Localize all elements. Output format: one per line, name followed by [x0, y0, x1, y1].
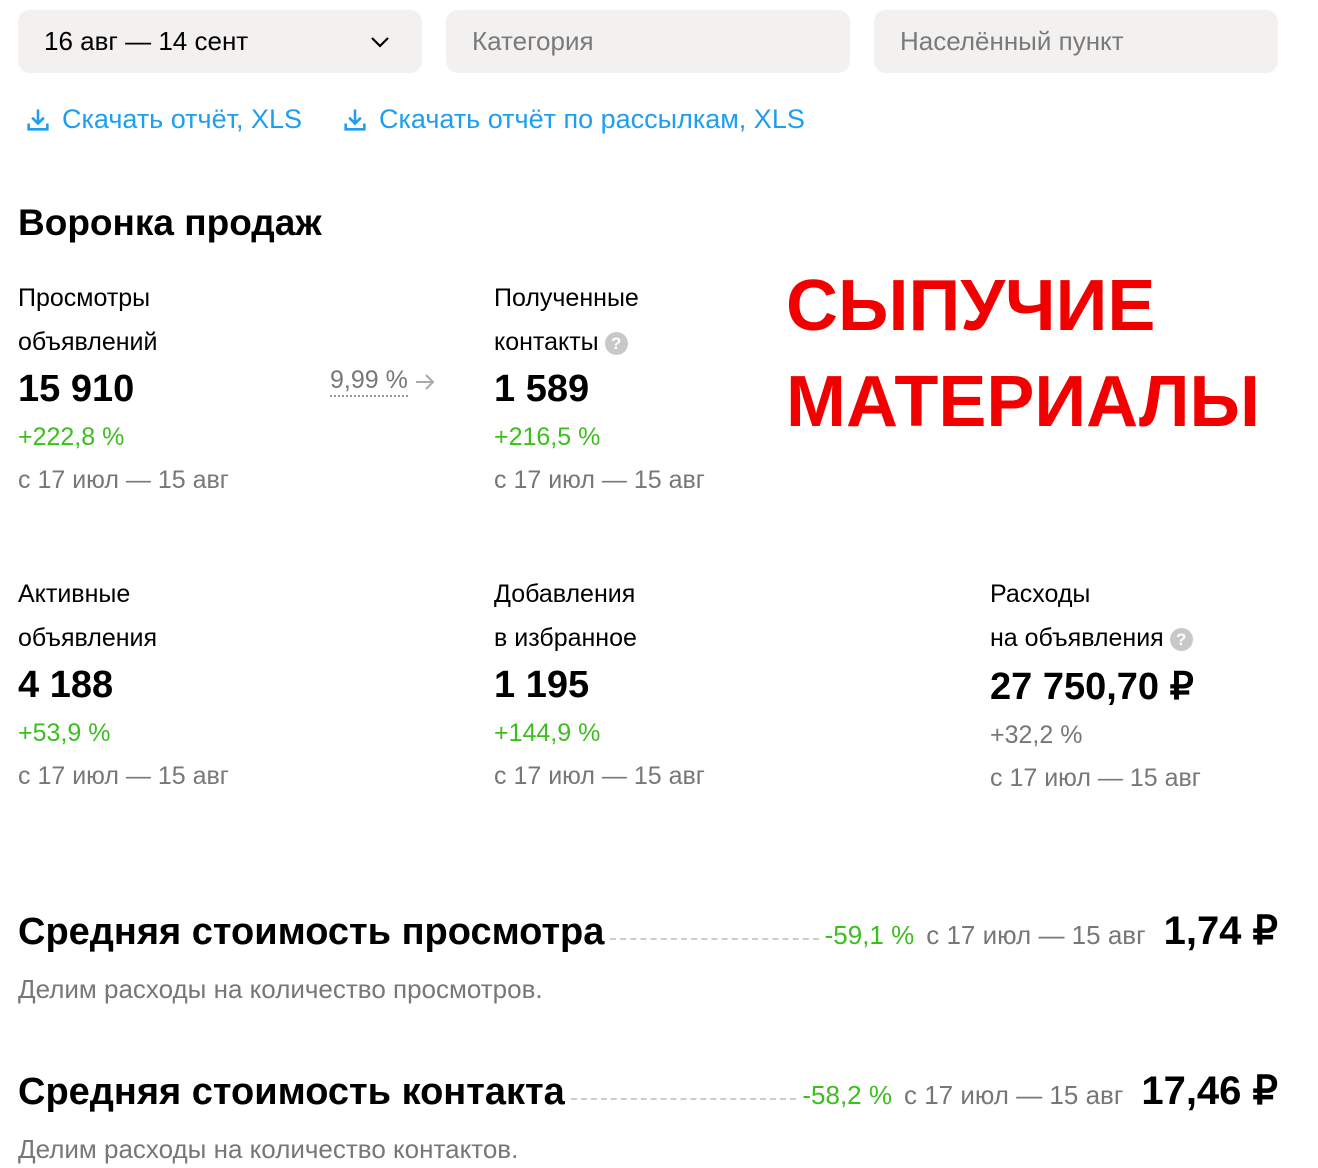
- metric-label: Полученные: [494, 284, 639, 312]
- cost-change: -59,1 %: [824, 920, 915, 950]
- city-select[interactable]: Населённый пункт: [874, 10, 1278, 73]
- metric-period: с 17 июл — 15 авг: [990, 764, 1201, 792]
- metric-expenses: Расходы на объявления? 27 750,70 ₽ +32,2…: [990, 572, 1310, 793]
- metric-label: объявлений: [18, 328, 158, 356]
- metric-label: в избранное: [494, 624, 637, 652]
- dotted-leader: [570, 1098, 797, 1100]
- conversion-rate[interactable]: 9,99 %: [330, 366, 436, 397]
- metric-value: 15 910: [18, 368, 135, 410]
- metric-change: +53,9 %: [18, 719, 111, 747]
- cost-value: 17,46 ₽: [1141, 1069, 1278, 1113]
- cost-description: Делим расходы на количество контактов.: [18, 1134, 519, 1164]
- metric-period: с 17 июл — 15 авг: [18, 762, 229, 790]
- metric-period: с 17 июл — 15 авг: [494, 762, 705, 790]
- period-value: 16 авг — 14 сент: [44, 26, 249, 56]
- download-icon: [344, 109, 366, 131]
- overlay-line: СЫПУЧИЕ: [786, 266, 1156, 346]
- metric-value: 4 188: [18, 664, 114, 706]
- metric-favorites: Добавления в избранное 1 195 +144,9 % с …: [494, 572, 914, 791]
- metric-change: +222,8 %: [18, 423, 125, 451]
- cost-title: Средняя стоимость контакта: [18, 1071, 565, 1113]
- metric-period: с 17 июл — 15 авг: [18, 466, 229, 494]
- download-mailing-report-link[interactable]: Скачать отчёт по рассылкам, XLS: [341, 104, 805, 135]
- metric-value: 1 195: [494, 664, 590, 706]
- download-report-link[interactable]: Скачать отчёт, XLS: [24, 104, 302, 135]
- cost-period: с 17 июл — 15 авг: [926, 920, 1146, 950]
- chevron-down-icon: [371, 37, 389, 48]
- metric-label: Просмотры: [18, 284, 151, 312]
- metric-label-row: на объявления?: [990, 616, 1310, 660]
- help-icon[interactable]: ?: [604, 331, 628, 355]
- cost-value: 1,74 ₽: [1163, 909, 1278, 953]
- download-report-label: Скачать отчёт, XLS: [62, 104, 303, 134]
- metric-period: с 17 июл — 15 авг: [494, 466, 705, 494]
- metric-label: объявления: [18, 624, 158, 652]
- metric-change: +32,2 %: [990, 721, 1083, 749]
- overlay-line: МАТЕРИАЛЫ: [786, 362, 1261, 442]
- conversion-value: 9,99 %: [330, 366, 408, 397]
- cost-description: Делим расходы на количество просмотров.: [18, 974, 543, 1004]
- metric-views: Просмотры объявлений 15 910 +222,8 % с 1…: [18, 276, 438, 495]
- funnel-title: Воронка продаж: [18, 202, 322, 243]
- metric-label-row: контакты?: [494, 320, 774, 364]
- metric-change: +216,5 %: [494, 423, 601, 451]
- category-select[interactable]: Категория: [446, 10, 850, 73]
- metric-contacts: Полученные контакты? 1 589 +216,5 % с 17…: [494, 276, 774, 495]
- metric-label: на объявления: [990, 624, 1164, 652]
- metric-label: Расходы: [990, 580, 1091, 608]
- cost-per-view-row: Средняя стоимость просмотра -59,1 % с 17…: [18, 908, 1278, 954]
- metric-label: контакты: [494, 328, 599, 356]
- dotted-leader: [610, 938, 819, 940]
- download-mailing-report-label: Скачать отчёт по рассылкам, XLS: [379, 104, 805, 134]
- overlay-stamp: СЫПУЧИЕ МАТЕРИАЛЫ: [786, 258, 1286, 450]
- city-placeholder: Населённый пункт: [900, 26, 1124, 56]
- category-placeholder: Категория: [472, 26, 594, 56]
- period-select[interactable]: 16 авг — 14 сент: [18, 10, 422, 73]
- metric-label: Активные: [18, 580, 131, 608]
- help-icon[interactable]: ?: [1169, 627, 1193, 651]
- cost-per-contact-row: Средняя стоимость контакта -58,2 % с 17 …: [18, 1068, 1278, 1114]
- cost-period: с 17 июл — 15 авг: [903, 1080, 1124, 1110]
- arrow-right-icon: [415, 373, 435, 390]
- metric-active-ads: Активные объявления 4 188 +53,9 % с 17 и…: [18, 572, 438, 791]
- metric-label: Добавления: [494, 580, 636, 608]
- cost-change: -58,2 %: [802, 1080, 892, 1110]
- download-icon: [27, 109, 49, 131]
- metric-value: 27 750,70 ₽: [990, 666, 1194, 708]
- metric-change: +144,9 %: [494, 719, 601, 747]
- cost-title: Средняя стоимость просмотра: [18, 911, 605, 953]
- metric-value: 1 589: [494, 368, 590, 410]
